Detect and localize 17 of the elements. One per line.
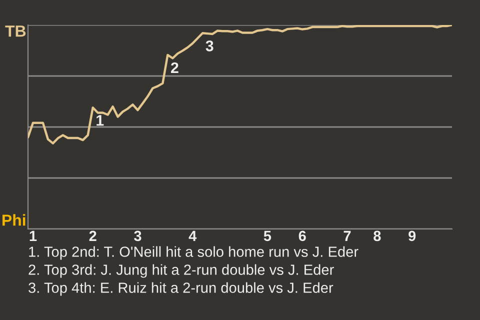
text: 3. Top 4th: E. Ruiz hit a 2-run double vs J. Eder <box>28 282 334 296</box>
x-tick-label: 3 <box>134 230 142 242</box>
x-tick-label: 4 <box>188 230 197 241</box>
text: 2. Top 3rd: J. Jung hit a 2-run double vs J. Eder <box>28 264 334 278</box>
x-tick-label: 2 <box>89 230 96 241</box>
x-tick-label: 7 <box>344 230 351 241</box>
x-tick-label: 9 <box>408 230 416 242</box>
annotation: 2 <box>170 62 178 74</box>
annotation: 1 <box>96 115 104 126</box>
x-tick-label: 5 <box>264 230 272 242</box>
x-tick-label: 8 <box>374 230 381 242</box>
text: 1. Top 2nd: T. O'Neill hit a solo home run vs J. Eder <box>29 246 358 260</box>
text: Phi <box>2 214 26 226</box>
x-tick-label: 1 <box>30 230 37 241</box>
text: TB <box>5 26 26 37</box>
annotation: 3 <box>206 40 214 52</box>
x-tick-label: 6 <box>298 230 306 242</box>
